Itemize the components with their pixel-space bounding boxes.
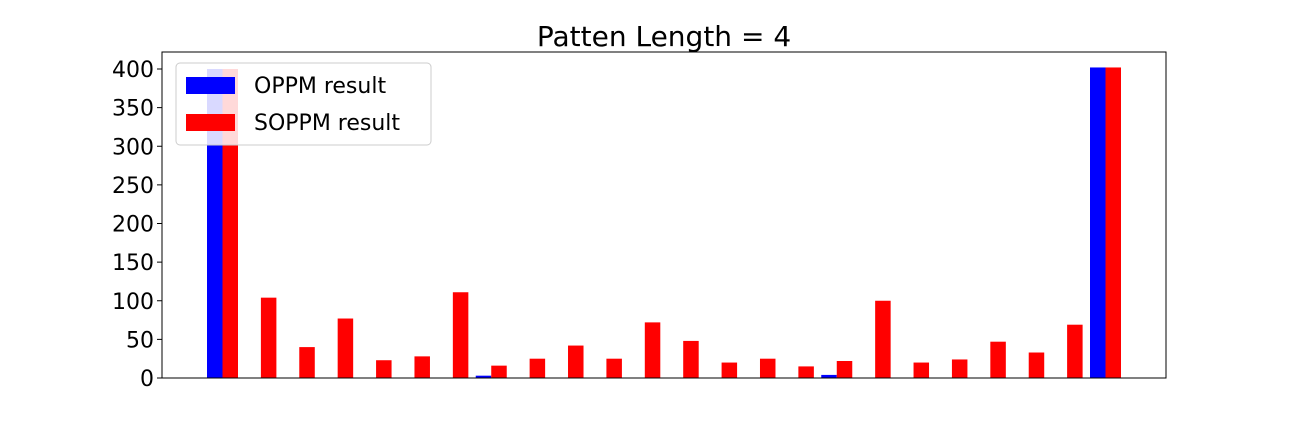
soppm-bar-6 (414, 356, 430, 378)
y-tick-label-350: 350 (112, 97, 154, 122)
soppm-bar-12 (644, 322, 661, 378)
oppm-bar-8 (475, 375, 492, 378)
legend-label-oppm: OPPM result (254, 74, 386, 99)
soppm-bar-1 (222, 69, 238, 378)
legend-swatch-oppm (186, 77, 235, 94)
oppm-bar-17 (821, 374, 837, 378)
y-axis: 0 50 100 150 200 250 300 350 400 (112, 58, 162, 392)
soppm-bar-2 (260, 297, 277, 378)
chart-title: Patten Length = 4 (537, 20, 791, 53)
y-tick-label-0: 0 (140, 367, 154, 392)
y-tick-label-300: 300 (112, 135, 154, 160)
soppm-bar-3 (299, 347, 315, 378)
soppm-bar-11 (606, 358, 622, 378)
y-tick-label-50: 50 (126, 328, 154, 353)
soppm-bar-13 (683, 340, 699, 378)
soppm-bar-7 (452, 292, 469, 378)
soppm-bar-15 (759, 358, 776, 378)
soppm-bar-18 (875, 300, 891, 378)
soppm-bar-9 (529, 358, 546, 378)
soppm-bar-16 (798, 366, 814, 378)
soppm-bar-19 (913, 362, 930, 378)
soppm-bar-14 (721, 362, 738, 378)
soppm-bar-17 (836, 361, 853, 378)
oppm-bar-1 (207, 69, 223, 378)
bars-layer (207, 67, 1121, 379)
legend-label-soppm: SOPPM result (254, 111, 400, 136)
soppm-bar-22 (1028, 352, 1045, 378)
soppm-bar-24 (1105, 67, 1121, 379)
y-tick-label-100: 100 (112, 290, 154, 315)
legend: OPPM result SOPPM result (175, 62, 432, 146)
plot-frame (161, 51, 1167, 379)
soppm-bar-10 (568, 345, 584, 378)
legend-swatch-soppm (186, 114, 235, 131)
soppm-bar-4 (337, 318, 354, 378)
soppm-bar-5 (376, 360, 392, 378)
soppm-bar-20 (951, 359, 968, 378)
y-tick-label-150: 150 (112, 251, 154, 276)
soppm-bar-23 (1067, 324, 1083, 378)
soppm-bar-8 (491, 365, 507, 378)
oppm-bar-24 (1090, 67, 1106, 379)
y-tick-label-200: 200 (112, 213, 154, 238)
y-tick-label-250: 250 (112, 174, 154, 199)
y-tick-label-400: 400 (112, 58, 154, 83)
legend-box (175, 62, 432, 146)
soppm-bar-21 (990, 341, 1006, 378)
